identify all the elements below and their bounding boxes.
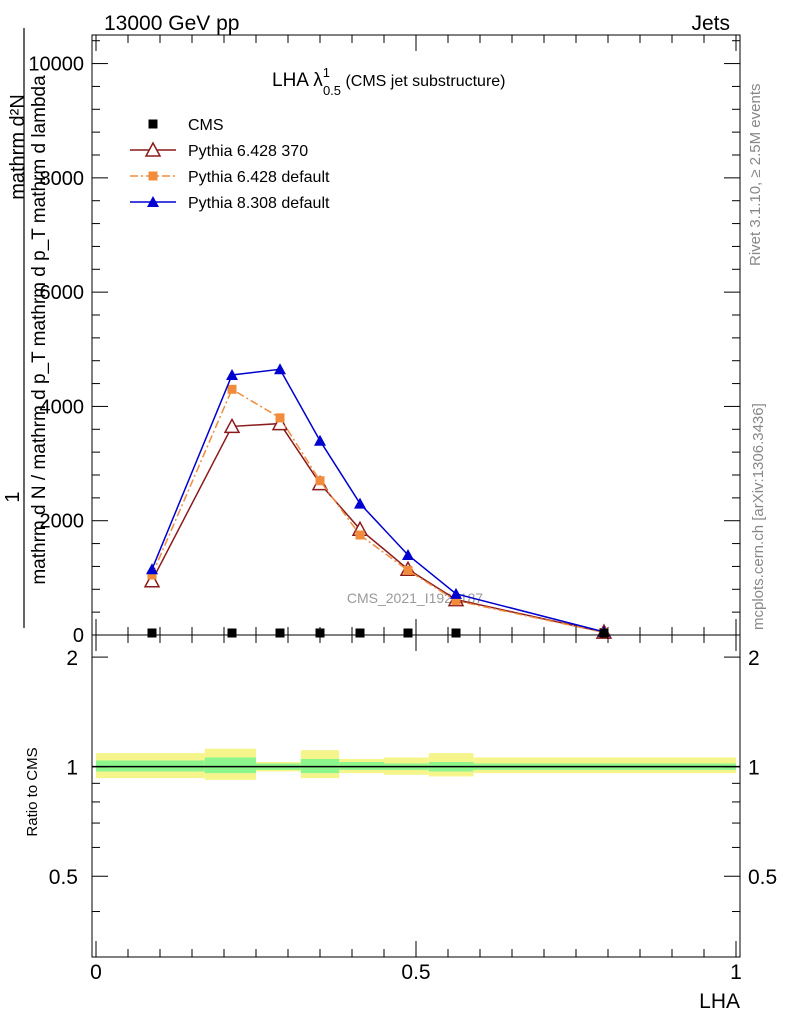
y-label-denominator: mathrm d N / mathrm d p_T mathrm d p_T m…: [29, 75, 50, 585]
legend-marker: [147, 196, 159, 207]
data-point: [355, 628, 365, 638]
data-point: [274, 363, 286, 375]
legend-label: Pythia 6.428 370: [188, 143, 308, 160]
data-point: [451, 628, 461, 638]
ratio-x-ticks: 0 0.5 1: [90, 635, 742, 984]
chart-title: LHA λ1 0.5 (CMS jet substructure): [272, 65, 506, 98]
data-point: [227, 628, 237, 638]
ratio-bands: [96, 748, 736, 780]
data-point: [143, 572, 161, 588]
data-point: [315, 476, 325, 486]
x-tick-label: 0: [90, 961, 102, 984]
ratio-y-tick-label-right: 1: [748, 757, 760, 780]
title-sup: 1: [323, 65, 330, 80]
series-line: [151, 422, 605, 633]
ratio-panel: 0.5 0.51 12 2 0 0.5 1 Ratio to CMS LHA: [24, 634, 777, 1013]
data-point: [315, 628, 325, 638]
data-point: [275, 413, 285, 423]
ratio-frame: [91, 634, 741, 958]
y-tick-label: 8000: [40, 168, 85, 190]
legend-marker: [144, 141, 162, 157]
legend-marker: [148, 119, 158, 129]
legend-marker: [148, 171, 158, 181]
mcplots-label: mcplots.cern.ch [arXiv:1306.3436]: [750, 403, 767, 630]
title-sub: 0.5: [323, 83, 341, 98]
data-point: [450, 587, 462, 599]
ratio-y-tick-label-right: 0.5: [748, 866, 777, 889]
data-point: [403, 565, 413, 575]
ratio-y-tick-label: 0.5: [49, 866, 78, 889]
ratio-y-ticks: 0.5 0.5 1 1 2 2: [49, 647, 777, 958]
y-label-one: 1: [2, 491, 24, 502]
data-point: [146, 563, 158, 575]
series-line: [151, 388, 605, 634]
data-point: [275, 628, 285, 638]
watermark: CMS_2021_I1920187: [347, 590, 483, 606]
category-label: Jets: [691, 12, 730, 35]
y-tick-label: 4000: [40, 396, 85, 418]
y-label-numerator: mathrm d²N: [7, 94, 29, 200]
main-panel: 0 2000 4000 6000 8000 10000 CMS_2021_I1920187…: [2, 28, 741, 647]
data-point: [355, 530, 365, 540]
ratio-inner-band: [204, 757, 256, 774]
legend-label: CMS: [188, 117, 224, 134]
data-point: [147, 570, 157, 580]
data-point: [147, 628, 157, 638]
series-line: [151, 368, 605, 633]
data-point: [226, 369, 238, 380]
data-point: [314, 434, 326, 446]
data-point: [271, 414, 289, 431]
data-point: [227, 384, 237, 394]
y-tick-label: 6000: [40, 282, 85, 304]
x-tick-label: 1: [730, 961, 742, 984]
ratio-y-tick-label: 1: [66, 757, 78, 780]
data-point: [451, 596, 461, 606]
data-point: [223, 417, 241, 434]
data-point: [354, 497, 366, 509]
y-tick-label: 2000: [40, 511, 85, 533]
data-point: [403, 628, 413, 638]
legend-label: Pythia 8.308 default: [188, 195, 330, 212]
x-axis-label: LHA: [699, 990, 740, 1013]
ratio-y-label: Ratio to CMS: [24, 747, 41, 836]
x-tick-label: 0.5: [401, 961, 430, 984]
title-main: LHA λ: [272, 70, 323, 91]
main-y-ticks: 0 2000 4000 6000 8000 10000: [28, 40, 740, 647]
legend-label: Pythia 6.428 default: [188, 169, 330, 186]
energy-label: 13000 GeV pp: [104, 12, 239, 35]
ratio-y-tick-label: 2: [66, 647, 78, 670]
title-tail: (CMS jet substructure): [341, 73, 505, 90]
y-tick-label: 10000: [28, 54, 84, 76]
data-point: [402, 549, 414, 560]
rivet-label: Rivet 3.1.10, ≥ 2.5M events: [747, 84, 764, 267]
y-tick-label: 0: [73, 625, 84, 647]
main-y-label: 1 mathrm d²N mathrm d N / mathrm d p_T m…: [2, 28, 50, 628]
legend: CMS Pythia 6.428 370 Pythia 6.428 default P…: [130, 117, 330, 212]
ratio-y-tick-label-right: 2: [748, 647, 760, 670]
data-point: [599, 628, 609, 638]
